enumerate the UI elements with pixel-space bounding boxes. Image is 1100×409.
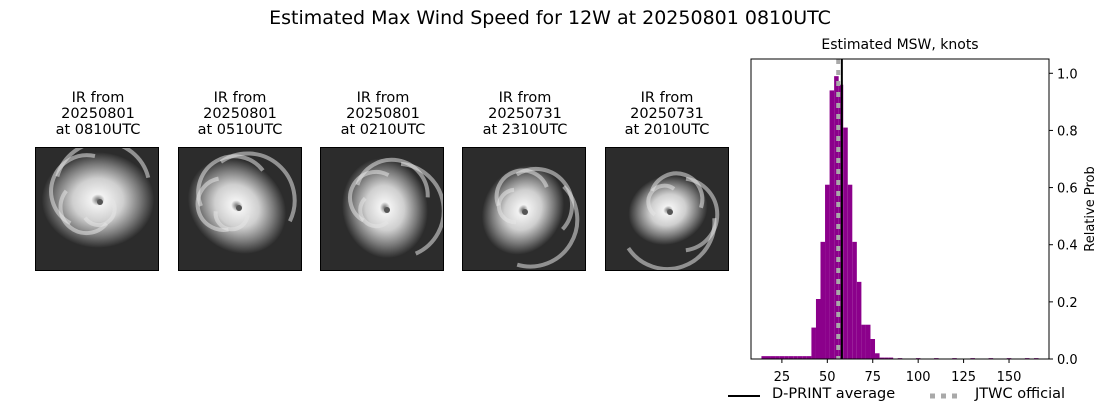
satellite-image [463, 148, 585, 270]
histogram-bar [761, 356, 766, 359]
legend-jtwc-swatch [930, 393, 962, 399]
histogram-bar [806, 356, 812, 359]
histogram-bar [775, 356, 780, 359]
histogram-bar [770, 356, 776, 359]
ir-panel-title-line: IR from [213, 90, 267, 106]
ir-panel-title-line: 20250801 [203, 106, 277, 122]
ir-image-4 [462, 147, 586, 271]
ir-panel-1-title: IR from 20250801 at 0810UTC [28, 90, 168, 138]
histogram-bar [870, 339, 876, 359]
histogram-bar [852, 241, 857, 359]
histogram-bar [784, 356, 789, 359]
ir-panel-title-line: 20250731 [630, 106, 704, 122]
legend-dprint-swatch [728, 395, 760, 397]
histogram-bar [811, 327, 816, 359]
legend-jtwc-label: JTWC official [975, 386, 1066, 402]
ir-panel-2-title: IR from 20250801 at 0510UTC [170, 90, 310, 138]
figure-title: Estimated Max Wind Speed for 12W at 2025… [269, 7, 831, 29]
y-tick-label: 1.0 [1057, 67, 1078, 82]
ir-panel-title-line: IR from [498, 90, 552, 106]
y-tick-label: 0.4 [1057, 239, 1078, 254]
ir-panel-title-line: at 0510UTC [197, 122, 283, 138]
ir-panel-5-title: IR from 20250731 at 2010UTC [597, 90, 737, 138]
ir-image-3 [320, 147, 444, 271]
histogram-bar [861, 324, 866, 359]
ir-panel-title-line: at 2310UTC [482, 122, 568, 138]
x-tick-label: 25 [774, 370, 791, 385]
x-tick-label: 100 [906, 370, 931, 385]
histogram-bar [825, 184, 830, 359]
ir-panel-title-line: at 0810UTC [55, 122, 141, 138]
histogram-bar [779, 356, 785, 359]
legend-dprint-label: D-PRINT average [772, 386, 896, 402]
y-tick-label: 0.6 [1057, 182, 1078, 197]
ir-panel-title-line: 20250731 [488, 106, 562, 122]
satellite-image [36, 148, 158, 270]
ir-panel-title-line: IR from [356, 90, 410, 106]
ir-panel-title-line: at 2010UTC [624, 122, 710, 138]
histogram-bar [875, 353, 880, 359]
satellite-image [179, 148, 301, 270]
ir-panel-title-line: IR from [640, 90, 694, 106]
histogram-bar [843, 127, 848, 359]
ir-image-1 [35, 147, 159, 271]
ir-panel-title-line: 20250801 [61, 106, 135, 122]
satellite-image [321, 148, 443, 270]
satellite-image [606, 148, 728, 270]
plot-frame [750, 58, 1050, 360]
histogram-bar [802, 356, 807, 359]
y-tick-label: 0.2 [1057, 296, 1078, 311]
x-tick-label: 75 [864, 370, 881, 385]
x-tick-label: 150 [997, 370, 1022, 385]
histogram-bar [815, 299, 821, 359]
histogram-bar [765, 356, 771, 359]
histogram-bar [829, 90, 835, 359]
y-tick-label: 0.0 [1057, 353, 1078, 368]
histogram-bar [888, 357, 894, 359]
ir-panel-title-line: 20250801 [346, 106, 420, 122]
histogram-bar [884, 357, 889, 359]
x-tick-label: 50 [819, 370, 836, 385]
ir-panel-4-title: IR from 20250731 at 2310UTC [455, 90, 595, 138]
histogram-bar [856, 281, 862, 359]
histogram-bar [788, 356, 794, 359]
x-tick-label: 125 [951, 370, 976, 385]
ir-panel-title-line: at 0210UTC [340, 122, 426, 138]
histogram-bar [797, 356, 803, 359]
chart-title: Estimated MSW, knots [821, 37, 979, 53]
ir-image-5 [605, 147, 729, 271]
y-axis-label: Relative Prob [1083, 166, 1098, 251]
histogram-bar [879, 357, 885, 359]
histogram-bar [793, 356, 798, 359]
ir-image-2 [178, 147, 302, 271]
y-tick-label: 0.8 [1057, 124, 1078, 139]
histogram-bar [865, 324, 871, 359]
histogram-bar [847, 184, 853, 359]
ir-panel-title-line: IR from [71, 90, 125, 106]
ir-panel-3-title: IR from 20250801 at 0210UTC [313, 90, 453, 138]
histogram-bar [820, 241, 826, 359]
